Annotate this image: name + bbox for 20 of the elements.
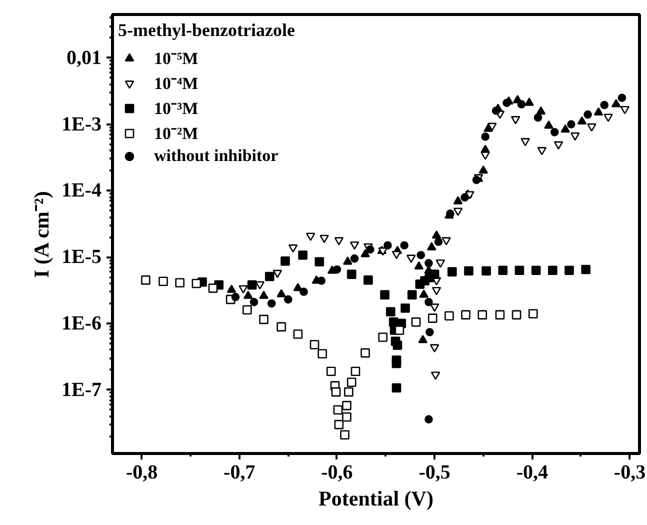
legend-label: without inhibitor — [154, 146, 278, 166]
x-tick-label: -0,4 — [516, 462, 548, 484]
legend-label: 10⁻⁵M — [154, 48, 198, 69]
x-tick-label: -0,8 — [126, 462, 158, 484]
legend-label: 10⁻²M — [154, 123, 198, 144]
y-axis-title: I (A cm⁻²) — [30, 191, 54, 278]
x-tick-label: -0,3 — [614, 462, 646, 484]
legend-label: 10⁻⁴M — [154, 73, 198, 94]
y-tick-label: 1E-3 — [62, 113, 102, 136]
y-tick-label: 1E-4 — [62, 180, 102, 202]
legend-label: 10⁻³M — [154, 98, 198, 119]
x-tick-label: -0,6 — [321, 462, 353, 484]
y-tick-label: 1E-7 — [62, 378, 102, 401]
x-tick-label: -0,5 — [418, 462, 450, 484]
y-tick-label: 1E-6 — [62, 312, 102, 334]
legend-title: 5-methyl-benzotriazole — [118, 20, 295, 41]
x-axis-title: Potential (V) — [318, 486, 434, 510]
x-tick-label: -0,7 — [224, 462, 256, 484]
y-tick-label: 1E-5 — [62, 246, 102, 268]
y-tick-label: 0,01 — [66, 46, 102, 69]
